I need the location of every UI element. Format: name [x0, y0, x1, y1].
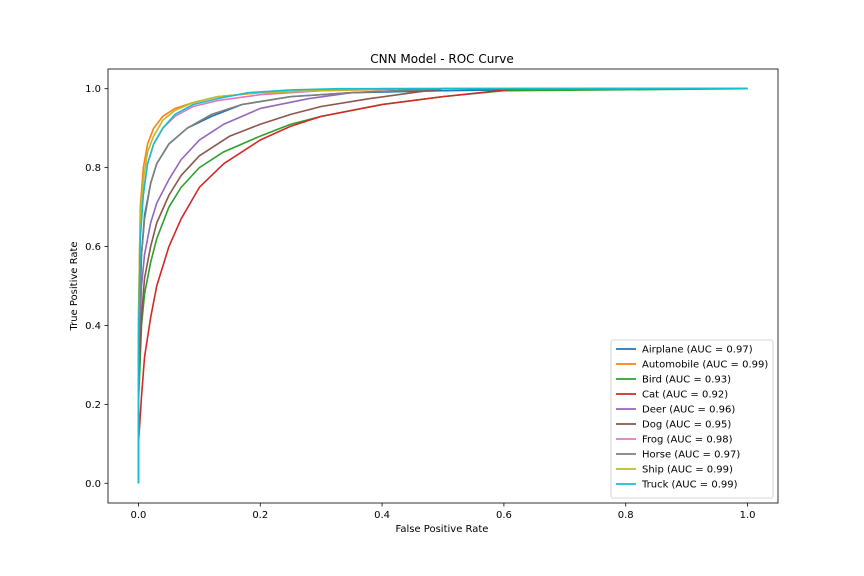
plot-frame — [107, 68, 779, 504]
y-tick-label: 0.6 — [85, 242, 101, 253]
x-tick-label: 0.8 — [618, 510, 634, 521]
series-line-7 — [137, 87, 748, 484]
y-tick-label: 0.4 — [85, 321, 101, 332]
x-tick-label: 0.6 — [496, 510, 512, 521]
series-line-5 — [137, 87, 748, 484]
legend: Airplane (AUC = 0.97) Automobile (AUC = 0… — [610, 339, 774, 499]
legend-entry-1: Automobile (AUC = 0.99) — [642, 360, 768, 371]
y-tick-label: 0.8 — [85, 163, 101, 174]
legend-entry-7: Horse (AUC = 0.97) — [642, 450, 740, 461]
legend-entry-3: Cat (AUC = 0.92) — [642, 390, 728, 401]
series-line-8 — [137, 87, 748, 484]
series-line-4 — [137, 87, 748, 484]
x-axis-ticks: 0.0 0.2 0.4 0.6 0.8 1.0 — [131, 503, 756, 521]
y-tick-label: 0.2 — [85, 400, 101, 411]
y-axis-ticks: 0.0 0.2 0.4 0.6 0.8 1.0 — [85, 84, 108, 490]
x-tick-label: 1.0 — [740, 510, 756, 521]
legend-entry-0: Airplane (AUC = 0.97) — [642, 345, 753, 356]
x-tick-label: 0.4 — [374, 510, 390, 521]
series-line-9 — [137, 87, 748, 484]
series-line-3 — [137, 87, 748, 484]
x-tick-label: 0.2 — [252, 510, 268, 521]
legend-entry-8: Ship (AUC = 0.99) — [642, 465, 733, 476]
chart-title: CNN Model - ROC Curve — [370, 52, 514, 66]
legend-box — [610, 339, 774, 499]
legend-entry-6: Frog (AUC = 0.98) — [642, 435, 733, 446]
legend-entry-5: Dog (AUC = 0.95) — [642, 420, 731, 431]
x-axis-label: False Positive Rate — [396, 524, 489, 535]
plot-lines — [137, 87, 748, 484]
legend-entry-4: Deer (AUC = 0.96) — [642, 405, 735, 416]
y-axis-label: True Positive Rate — [69, 241, 80, 331]
legend-entry-9: Truck (AUC = 0.99) — [641, 480, 738, 491]
x-tick-label: 0.0 — [131, 510, 147, 521]
y-tick-label: 0.0 — [85, 479, 101, 490]
legend-entry-2: Bird (AUC = 0.93) — [642, 375, 731, 386]
y-tick-label: 1.0 — [85, 84, 101, 95]
